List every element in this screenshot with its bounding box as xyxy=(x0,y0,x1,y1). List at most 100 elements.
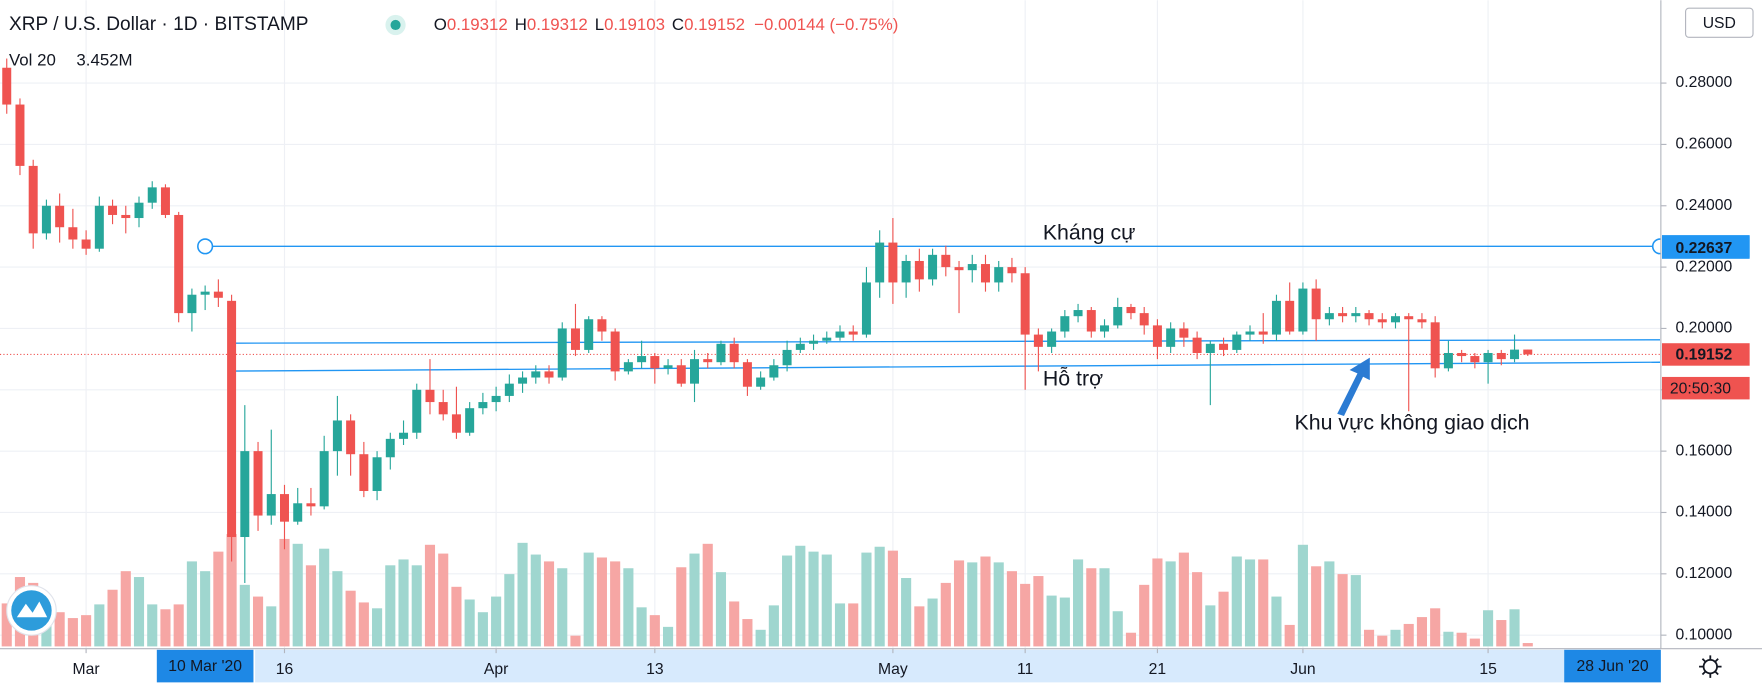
volume-bar xyxy=(226,534,237,647)
volume-bar xyxy=(1390,629,1401,647)
volume-bar xyxy=(901,578,912,647)
candle-body xyxy=(465,408,475,433)
candle-body xyxy=(1457,352,1467,357)
volume-bar xyxy=(398,559,409,647)
candle-body xyxy=(676,365,686,384)
volume-bar xyxy=(1456,632,1467,647)
candle-body xyxy=(213,291,223,298)
candle-body xyxy=(1285,300,1295,332)
logo-fill[interactable] xyxy=(11,590,52,631)
volume-bar xyxy=(1244,559,1256,647)
candle-body xyxy=(399,432,409,439)
candle-body xyxy=(2,67,12,105)
candle-body xyxy=(1298,288,1308,332)
currency-label[interactable]: USD xyxy=(1703,15,1736,32)
status-dot xyxy=(390,19,401,31)
arrow xyxy=(1337,357,1370,417)
volume-bar xyxy=(715,572,727,647)
volume-bar xyxy=(623,568,634,647)
candle-body xyxy=(1377,319,1387,323)
volume-bar xyxy=(702,543,713,647)
volume-bar xyxy=(1165,561,1176,647)
volume-bar xyxy=(980,556,991,647)
gear-teeth[interactable] xyxy=(1699,655,1722,678)
volume-bar xyxy=(1073,559,1084,647)
volume-bar xyxy=(1046,595,1057,647)
volume-bar xyxy=(874,546,885,647)
candle-body xyxy=(1271,300,1281,335)
annotation: Hỗ trợ xyxy=(1043,366,1103,391)
volume-bar xyxy=(305,565,317,647)
candle-body xyxy=(81,239,91,249)
volume-bar xyxy=(1469,638,1480,647)
volume-bar xyxy=(662,626,674,647)
volume-bar xyxy=(1086,568,1097,647)
volume-bar xyxy=(1059,597,1070,647)
volume-legend-value: 3.452M xyxy=(76,50,132,69)
ohlc-label: C xyxy=(672,16,684,35)
candle-body xyxy=(716,343,726,363)
candle-body xyxy=(1219,343,1229,350)
candle-body xyxy=(980,264,990,283)
candle-body xyxy=(1404,316,1414,320)
volume-bar xyxy=(1231,556,1242,647)
volume-bar xyxy=(689,553,700,647)
volume-bar xyxy=(1152,558,1163,647)
candle-body xyxy=(610,331,620,372)
candle-body xyxy=(1510,349,1520,360)
candle-body xyxy=(623,362,633,372)
volume-bar xyxy=(861,552,872,647)
volume-bar xyxy=(1192,572,1203,647)
volume-bar xyxy=(332,571,343,647)
trend-line xyxy=(231,339,1661,344)
volume-bar xyxy=(676,567,687,647)
settings-button[interactable] xyxy=(1699,655,1722,678)
y-tick-label: 0.16000 xyxy=(1675,442,1732,459)
candle-body xyxy=(914,260,924,280)
volume-bar xyxy=(266,606,277,647)
volume-bar xyxy=(768,605,779,647)
grid xyxy=(0,0,1661,649)
volume-bar xyxy=(1403,623,1414,647)
volume-bar xyxy=(927,598,938,647)
y-tick-label: 0.14000 xyxy=(1675,504,1732,521)
candle-body xyxy=(1324,313,1334,320)
candle-body xyxy=(1351,313,1361,317)
volume-bar xyxy=(1112,611,1123,647)
candle-body xyxy=(1311,288,1321,320)
candle-body xyxy=(742,362,752,387)
crosshair-date-box xyxy=(156,649,254,683)
candle-body xyxy=(491,395,501,403)
candle-body xyxy=(1113,306,1123,326)
legend: XRP / U.S. Dollar · 1D · BITSTAMP O0.193… xyxy=(9,14,898,69)
volume-bar xyxy=(451,586,462,647)
currency-button[interactable] xyxy=(1685,7,1754,38)
volume-bar xyxy=(557,568,568,647)
volume-bar xyxy=(464,599,475,647)
candle-body xyxy=(240,451,250,538)
candle-body xyxy=(68,227,78,240)
line-handle xyxy=(197,238,214,255)
logo[interactable] xyxy=(6,585,57,636)
candle-body xyxy=(108,205,118,215)
volume-bar xyxy=(914,606,925,647)
volume-bar xyxy=(834,603,846,647)
volume-bar xyxy=(147,604,158,647)
volume-bar xyxy=(372,608,383,647)
logo-mark[interactable] xyxy=(16,601,48,618)
volume-bar xyxy=(649,615,660,647)
candle-body xyxy=(478,402,488,409)
candle-body xyxy=(1417,319,1427,323)
price-label: 0.19152 xyxy=(1675,347,1732,364)
candle-body xyxy=(1126,306,1136,314)
candle-body xyxy=(1060,316,1070,332)
volume-bar xyxy=(808,551,819,647)
candle-body xyxy=(650,356,660,369)
candle-body xyxy=(1338,313,1348,317)
candle-body xyxy=(94,205,104,249)
volume-bar xyxy=(1258,559,1269,647)
candle-body xyxy=(1192,337,1202,353)
candle-body xyxy=(1364,313,1374,320)
candle-body xyxy=(597,319,607,332)
candle-body xyxy=(888,242,898,283)
